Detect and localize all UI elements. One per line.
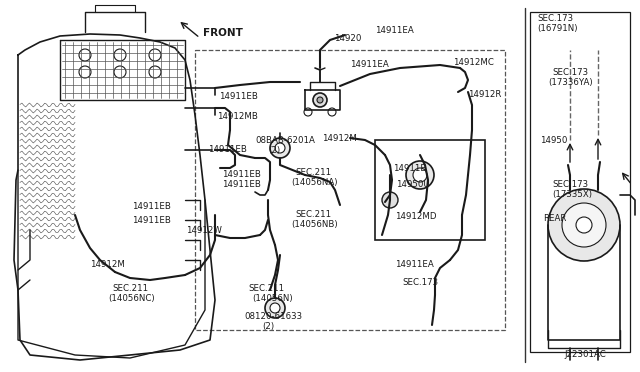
Bar [375,140,485,240]
Text: SEC.211: SEC.211 [295,210,331,219]
Text: 14912R: 14912R [468,90,501,99]
Text: 08120-61633: 08120-61633 [244,312,302,321]
Circle shape [413,168,427,182]
Circle shape [270,138,290,158]
Text: (17335X): (17335X) [552,190,592,199]
Circle shape [548,189,620,261]
Text: SEC.211: SEC.211 [112,284,148,293]
Text: 14950U: 14950U [396,180,429,189]
Text: (17336YA): (17336YA) [548,78,593,87]
Text: 14911EB: 14911EB [132,216,171,225]
Text: (2): (2) [262,322,274,331]
Text: 14911E: 14911E [393,164,426,173]
Circle shape [149,66,161,78]
Circle shape [114,49,126,61]
Circle shape [304,108,312,116]
Text: (14056NC): (14056NC) [108,294,155,303]
Text: REAR: REAR [543,214,566,223]
Text: 14912MC: 14912MC [453,58,494,67]
Text: 14912MB: 14912MB [217,112,258,121]
Circle shape [275,143,285,153]
Circle shape [317,97,323,103]
Circle shape [79,66,91,78]
Text: (14056NB): (14056NB) [291,220,338,229]
Text: 08BAB-6201A: 08BAB-6201A [255,136,315,145]
Circle shape [406,161,434,189]
Circle shape [79,49,91,61]
Text: 14911EB: 14911EB [222,180,261,189]
Text: FRONT: FRONT [203,28,243,38]
Text: 14911EB: 14911EB [208,145,247,154]
Text: 14950: 14950 [540,136,568,145]
Text: 14911EB: 14911EB [219,92,258,101]
Bar [195,50,505,330]
Text: 14912M: 14912M [90,260,125,269]
Circle shape [270,303,280,313]
Text: (16791N): (16791N) [537,24,577,33]
Text: 14911EA: 14911EA [375,26,413,35]
Text: SEC.211: SEC.211 [248,284,284,293]
Text: 14912M: 14912M [322,134,357,143]
Text: SEC.173: SEC.173 [537,14,573,23]
Text: SEC.211: SEC.211 [295,168,331,177]
Bar [530,12,630,352]
Text: (2): (2) [268,146,280,155]
Text: (14056N): (14056N) [252,294,292,303]
Text: SEC.173: SEC.173 [402,278,438,287]
Circle shape [114,66,126,78]
Circle shape [382,192,398,208]
Circle shape [149,49,161,61]
Text: 14911EB: 14911EB [222,170,261,179]
Text: 14911EB: 14911EB [132,202,171,211]
Circle shape [265,298,285,318]
Circle shape [313,93,327,107]
Text: (14056NA): (14056NA) [291,178,337,187]
Text: 14911EA: 14911EA [395,260,434,269]
Text: SEC.173: SEC.173 [552,180,588,189]
Text: 14912W: 14912W [186,226,222,235]
Text: 14920: 14920 [334,34,362,43]
Text: SEC.173: SEC.173 [552,68,588,77]
Circle shape [328,108,336,116]
Circle shape [576,217,592,233]
Text: 14911EA: 14911EA [350,60,388,69]
Text: J22301AC: J22301AC [564,350,605,359]
Circle shape [562,203,606,247]
Text: 14912MD: 14912MD [395,212,436,221]
